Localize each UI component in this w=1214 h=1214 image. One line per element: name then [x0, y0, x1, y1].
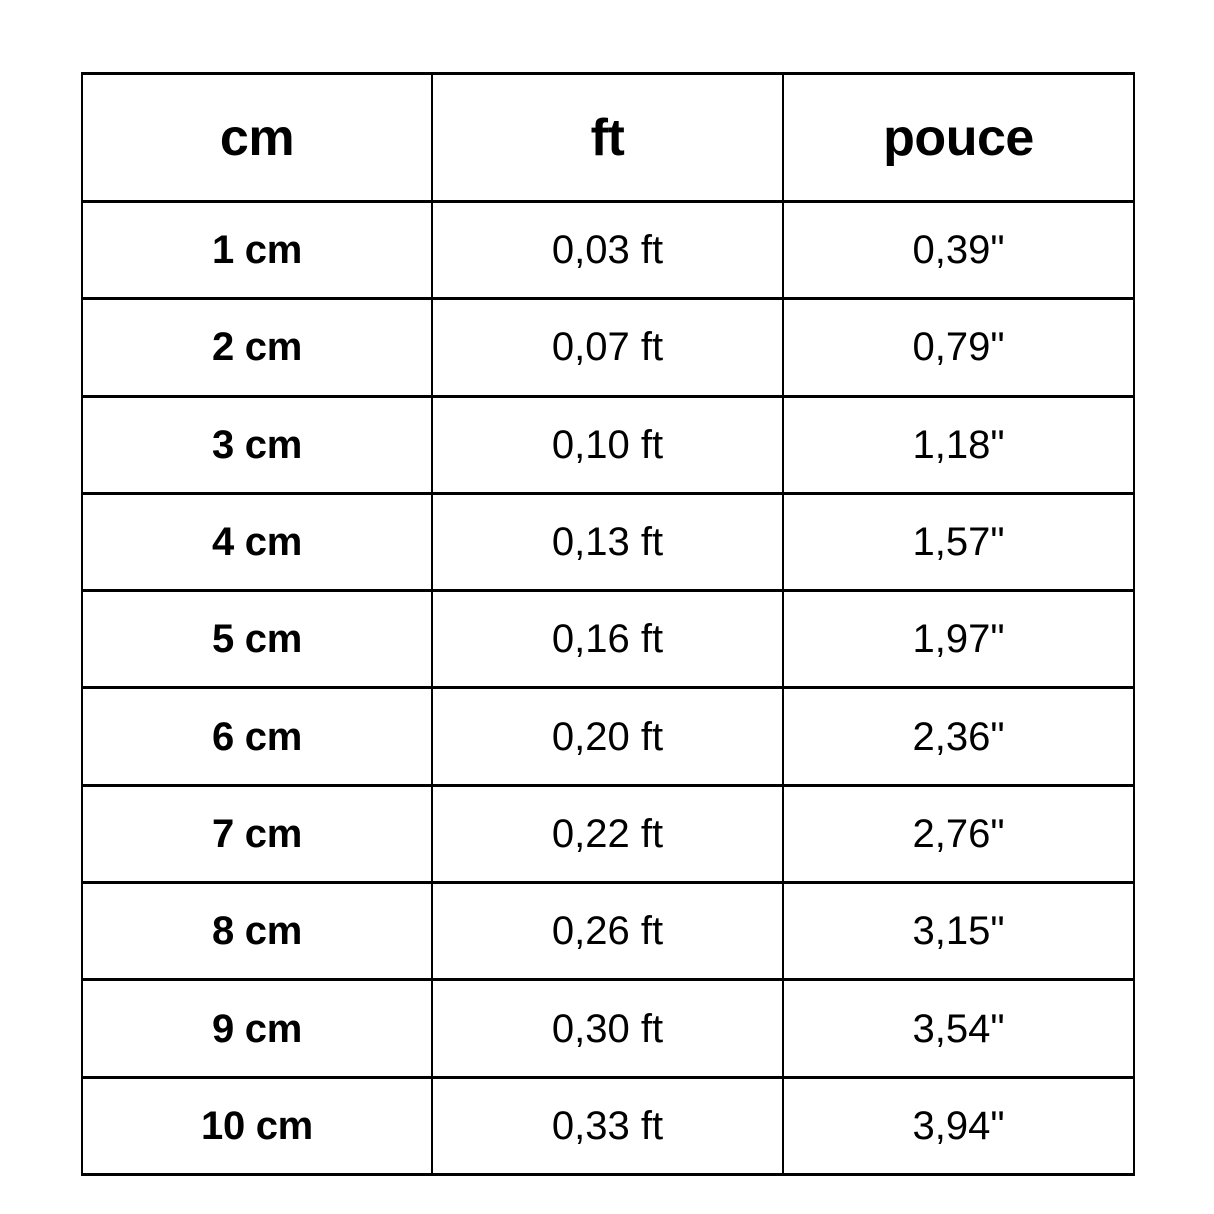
cell-cm: 4 cm [81, 491, 433, 593]
table-row: 8 cm 0,26 ft 3,15" [81, 881, 1135, 982]
column-header-ft: ft [431, 72, 784, 203]
cell-cm: 8 cm [81, 881, 433, 982]
conversion-table: cm ft pouce 1 cm 0,03 ft 0,39" 2 cm 0,07… [81, 72, 1135, 1176]
cell-cm: 1 cm [81, 199, 433, 301]
cell-pouce: 2,36" [782, 686, 1135, 787]
cell-ft: 0,13 ft [431, 491, 784, 593]
cell-ft: 0,22 ft [431, 783, 784, 885]
table-row: 1 cm 0,03 ft 0,39" [81, 199, 1135, 301]
cell-ft: 0,33 ft [431, 1075, 784, 1176]
table-header-row: cm ft pouce [81, 72, 1135, 203]
table-body: 1 cm 0,03 ft 0,39" 2 cm 0,07 ft 0,79" 3 … [81, 199, 1135, 1176]
cell-cm: 2 cm [81, 297, 433, 398]
cell-pouce: 3,15" [782, 881, 1135, 982]
cell-cm: 9 cm [81, 978, 433, 1079]
cell-pouce: 3,54" [782, 978, 1135, 1079]
cell-ft: 0,03 ft [431, 199, 784, 301]
cell-pouce: 0,79" [782, 297, 1135, 398]
cell-cm: 7 cm [81, 783, 433, 885]
cell-pouce: 0,39" [782, 199, 1135, 301]
cell-pouce: 1,97" [782, 589, 1135, 690]
cell-pouce: 2,76" [782, 783, 1135, 885]
cell-ft: 0,16 ft [431, 589, 784, 690]
cell-cm: 5 cm [81, 589, 433, 690]
table-row: 7 cm 0,22 ft 2,76" [81, 783, 1135, 885]
cell-ft: 0,30 ft [431, 978, 784, 1079]
cell-cm: 10 cm [81, 1075, 433, 1176]
cell-ft: 0,07 ft [431, 297, 784, 398]
cell-cm: 3 cm [81, 394, 433, 495]
column-header-pouce: pouce [782, 72, 1135, 203]
table-row: 6 cm 0,20 ft 2,36" [81, 686, 1135, 787]
table-row: 5 cm 0,16 ft 1,97" [81, 589, 1135, 690]
table-row: 4 cm 0,13 ft 1,57" [81, 491, 1135, 593]
cell-ft: 0,20 ft [431, 686, 784, 787]
column-header-cm: cm [81, 72, 433, 203]
cell-cm: 6 cm [81, 686, 433, 787]
table-row: 2 cm 0,07 ft 0,79" [81, 297, 1135, 398]
table-row: 9 cm 0,30 ft 3,54" [81, 978, 1135, 1079]
cell-pouce: 1,57" [782, 491, 1135, 593]
cell-ft: 0,10 ft [431, 394, 784, 495]
table-row: 3 cm 0,10 ft 1,18" [81, 394, 1135, 495]
cell-pouce: 3,94" [782, 1075, 1135, 1176]
cell-pouce: 1,18" [782, 394, 1135, 495]
table-row: 10 cm 0,33 ft 3,94" [81, 1075, 1135, 1176]
table-header: cm ft pouce [81, 72, 1135, 203]
cell-ft: 0,26 ft [431, 881, 784, 982]
